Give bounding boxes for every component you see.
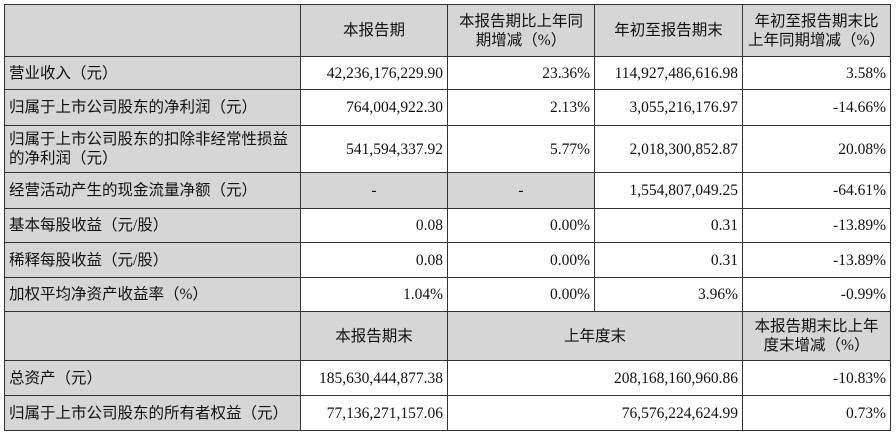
row-label: 稀释每股收益（元/股）	[4, 242, 301, 278]
cell: 2.13%	[447, 89, 595, 126]
row-label: 营业收入（元）	[4, 56, 301, 90]
cell: 208,168,160,960.86	[447, 360, 743, 396]
cell: 3.96%	[594, 277, 743, 312]
cell: 541,594,337.92	[300, 125, 448, 173]
cell: 0.31	[594, 242, 743, 278]
table-row: 归属于上市公司股东的扣除非经常性损益的净利润（元） 541,594,337.92…	[4, 125, 891, 173]
cell: -	[447, 172, 595, 209]
cell: -14.66%	[742, 89, 891, 126]
table-row: 经营活动产生的现金流量净额（元） - - 1,554,807,049.25 -6…	[4, 172, 891, 209]
cell: 0.08	[300, 208, 448, 243]
row-label: 经营活动产生的现金流量净额（元）	[4, 172, 301, 209]
cell: 1,554,807,049.25	[594, 172, 743, 209]
cell: 20.08%	[742, 125, 891, 173]
cell: 5.77%	[447, 125, 595, 173]
row-label: 归属于上市公司股东的净利润（元）	[4, 89, 301, 126]
cell: 185,630,444,877.38	[300, 360, 448, 396]
table-row: 总资产（元） 185,630,444,877.38 208,168,160,96…	[4, 360, 891, 396]
row-label: 归属于上市公司股东的扣除非经常性损益的净利润（元）	[4, 125, 301, 173]
cell: -13.89%	[742, 208, 891, 243]
cell: 0.73%	[742, 395, 891, 431]
cell: 764,004,922.30	[300, 89, 448, 126]
header-ytd-change: 年初至报告期末比上年同期增减（%）	[742, 4, 891, 57]
cell: -64.61%	[742, 172, 891, 209]
cell: 0.00%	[447, 242, 595, 278]
cell: 0.00%	[447, 208, 595, 243]
cell: 2,018,300,852.87	[594, 125, 743, 173]
row-label: 基本每股收益（元/股）	[4, 208, 301, 243]
cell: 42,236,176,229.90	[300, 56, 448, 90]
cell: 23.36%	[447, 56, 595, 90]
header-period-end: 本报告期末	[300, 311, 448, 361]
row-label: 归属于上市公司股东的所有者权益（元）	[4, 395, 301, 431]
table-row: 加权平均净资产收益率（%） 1.04% 0.00% 3.96% -0.99%	[4, 277, 891, 312]
header-current-period-change: 本报告期比上年同期增减（%）	[447, 4, 595, 57]
header-ytd: 年初至报告期末	[594, 4, 743, 57]
table-header-row-2: 本报告期末 上年度末 本报告期末比上年度末增减（%）	[4, 311, 891, 361]
cell: -13.89%	[742, 242, 891, 278]
cell: 114,927,486,616.98	[594, 56, 743, 90]
header-current-period: 本报告期	[300, 4, 448, 57]
table-row: 归属于上市公司股东的净利润（元） 764,004,922.30 2.13% 3,…	[4, 89, 891, 126]
cell: -10.83%	[742, 360, 891, 396]
financial-data-table: 本报告期 本报告期比上年同期增减（%） 年初至报告期末 年初至报告期末比上年同期…	[4, 4, 891, 431]
cell: -0.99%	[742, 277, 891, 312]
header-prior-year-end: 上年度末	[447, 311, 743, 361]
cell: 77,136,271,157.06	[300, 395, 448, 431]
cell: 1.04%	[300, 277, 448, 312]
cell: 0.00%	[447, 277, 595, 312]
cell: -	[300, 172, 448, 209]
header-empty	[4, 4, 301, 57]
table-row: 归属于上市公司股东的所有者权益（元） 77,136,271,157.06 76,…	[4, 395, 891, 431]
cell: 3.58%	[742, 56, 891, 90]
header2-empty	[4, 311, 301, 361]
table-row: 营业收入（元） 42,236,176,229.90 23.36% 114,927…	[4, 56, 891, 90]
table-row: 基本每股收益（元/股） 0.08 0.00% 0.31 -13.89%	[4, 208, 891, 243]
table-row: 稀释每股收益（元/股） 0.08 0.00% 0.31 -13.89%	[4, 242, 891, 278]
cell: 76,576,224,624.99	[447, 395, 743, 431]
header-period-end-change: 本报告期末比上年度末增减（%）	[742, 311, 891, 361]
cell: 0.31	[594, 208, 743, 243]
table-header-row: 本报告期 本报告期比上年同期增减（%） 年初至报告期末 年初至报告期末比上年同期…	[4, 4, 891, 57]
row-label: 总资产（元）	[4, 360, 301, 396]
row-label: 加权平均净资产收益率（%）	[4, 277, 301, 312]
cell: 0.08	[300, 242, 448, 278]
cell: 3,055,216,176.97	[594, 89, 743, 126]
